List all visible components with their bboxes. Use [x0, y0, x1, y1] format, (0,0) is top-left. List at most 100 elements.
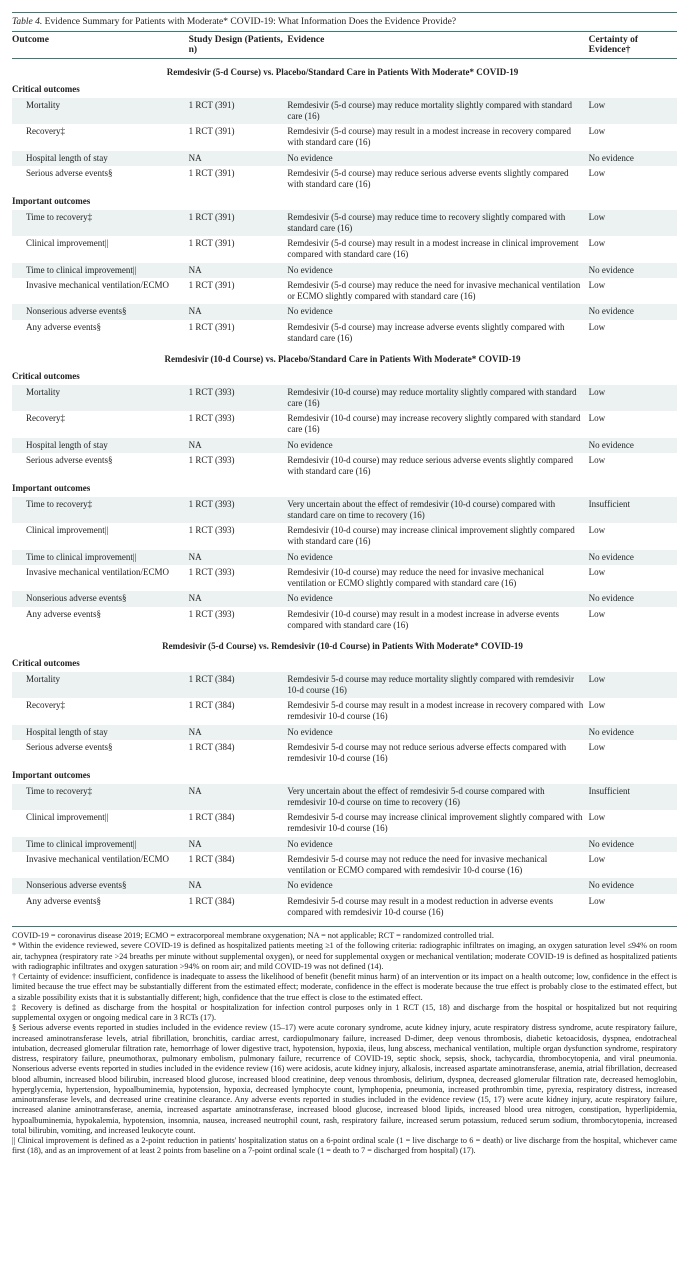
group-header: Critical outcomes: [12, 367, 677, 384]
table-row: Time to clinical improvement||NANo evide…: [12, 550, 677, 565]
cell-evidence: No evidence: [287, 263, 588, 278]
table-row: Hospital length of stayNANo evidenceNo e…: [12, 725, 677, 740]
table-row: Recovery‡1 RCT (391)Remdesivir (5-d cour…: [12, 124, 677, 151]
cell-study: 1 RCT (391): [189, 320, 288, 347]
cell-certainty: Low: [589, 810, 677, 837]
section-title: Remdesivir (10-d Course) vs. Placebo/Sta…: [12, 346, 677, 367]
table-title: Evidence Summary for Patients with Moder…: [45, 17, 456, 27]
cell-certainty: No evidence: [589, 304, 677, 319]
col-header-evidence: Evidence: [287, 32, 588, 59]
cell-outcome: Time to clinical improvement||: [12, 263, 189, 278]
cell-certainty: Insufficient: [589, 784, 677, 811]
table-row: Clinical improvement||1 RCT (393)Remdesi…: [12, 523, 677, 550]
cell-outcome: Time to clinical improvement||: [12, 837, 189, 852]
cell-study: 1 RCT (384): [189, 672, 288, 699]
table-row: Hospital length of stayNANo evidenceNo e…: [12, 438, 677, 453]
cell-outcome: Hospital length of stay: [12, 725, 189, 740]
cell-evidence: Remdesivir (10-d course) may reduce mort…: [287, 385, 588, 412]
table-row: Mortality1 RCT (384)Remdesivir 5-d cours…: [12, 672, 677, 699]
cell-certainty: No evidence: [589, 151, 677, 166]
cell-evidence: Remdesivir (10-d course) may reduce seri…: [287, 453, 588, 480]
cell-outcome: Hospital length of stay: [12, 438, 189, 453]
footnotes: COVID-19 = coronavirus disease 2019; ECM…: [12, 926, 677, 1157]
table-row: Nonserious adverse events§NANo evidenceN…: [12, 878, 677, 893]
table-row: Nonserious adverse events§NANo evidenceN…: [12, 304, 677, 319]
cell-evidence: Remdesivir (5-d course) may reduce time …: [287, 210, 588, 237]
cell-outcome: Nonserious adverse events§: [12, 878, 189, 893]
cell-outcome: Serious adverse events§: [12, 740, 189, 767]
cell-study: 1 RCT (391): [189, 236, 288, 263]
cell-study: 1 RCT (393): [189, 497, 288, 524]
cell-study: 1 RCT (391): [189, 124, 288, 151]
group-label: Important outcomes: [12, 766, 677, 783]
footnote-line: § Serious adverse events reported in stu…: [12, 1023, 677, 1136]
cell-evidence: Remdesivir 5-d course may not reduce the…: [287, 852, 588, 879]
cell-certainty: Low: [589, 278, 677, 305]
cell-evidence: Remdesivir (5-d course) may result in a …: [287, 124, 588, 151]
cell-evidence: No evidence: [287, 151, 588, 166]
footnote-line: COVID-19 = coronavirus disease 2019; ECM…: [12, 931, 677, 941]
table-row: Recovery‡1 RCT (384)Remdesivir 5-d cours…: [12, 698, 677, 725]
cell-study: 1 RCT (393): [189, 385, 288, 412]
cell-certainty: Low: [589, 565, 677, 592]
cell-study: 1 RCT (391): [189, 98, 288, 125]
cell-evidence: Remdesivir (10-d course) may increase cl…: [287, 523, 588, 550]
col-header-study: Study Design (Patients, n): [189, 32, 288, 59]
section-header: Remdesivir (10-d Course) vs. Placebo/Sta…: [12, 346, 677, 367]
cell-outcome: Time to recovery‡: [12, 210, 189, 237]
cell-outcome: Nonserious adverse events§: [12, 591, 189, 606]
cell-outcome: Nonserious adverse events§: [12, 304, 189, 319]
cell-certainty: No evidence: [589, 438, 677, 453]
cell-outcome: Clinical improvement||: [12, 810, 189, 837]
cell-evidence: Remdesivir (5-d course) may increase adv…: [287, 320, 588, 347]
table-row: Invasive mechanical ventilation/ECMO1 RC…: [12, 565, 677, 592]
section-header: Remdesivir (5-d Course) vs. Placebo/Stan…: [12, 59, 677, 81]
cell-study: 1 RCT (384): [189, 852, 288, 879]
cell-outcome: Time to clinical improvement||: [12, 550, 189, 565]
table-row: Any adverse events§1 RCT (393)Remdesivir…: [12, 607, 677, 634]
group-label: Critical outcomes: [12, 654, 677, 671]
table-row: Invasive mechanical ventilation/ECMO1 RC…: [12, 278, 677, 305]
col-header-outcome: Outcome: [12, 32, 189, 59]
group-header: Important outcomes: [12, 479, 677, 496]
cell-outcome: Any adverse events§: [12, 607, 189, 634]
cell-outcome: Invasive mechanical ventilation/ECMO: [12, 565, 189, 592]
cell-certainty: Low: [589, 523, 677, 550]
cell-certainty: Low: [589, 607, 677, 634]
cell-evidence: Remdesivir 5-d course may result in a mo…: [287, 698, 588, 725]
cell-certainty: No evidence: [589, 837, 677, 852]
cell-outcome: Time to recovery‡: [12, 784, 189, 811]
cell-certainty: Low: [589, 740, 677, 767]
cell-study: NA: [189, 837, 288, 852]
table-row: Serious adverse events§1 RCT (391)Remdes…: [12, 166, 677, 193]
cell-certainty: Low: [589, 385, 677, 412]
table-row: Serious adverse events§1 RCT (384)Remdes…: [12, 740, 677, 767]
cell-study: NA: [189, 151, 288, 166]
table-row: Clinical improvement||1 RCT (391)Remdesi…: [12, 236, 677, 263]
cell-outcome: Clinical improvement||: [12, 236, 189, 263]
cell-evidence: No evidence: [287, 837, 588, 852]
cell-outcome: Recovery‡: [12, 124, 189, 151]
cell-study: NA: [189, 878, 288, 893]
cell-certainty: Low: [589, 894, 677, 921]
cell-certainty: Low: [589, 320, 677, 347]
table-row: Recovery‡1 RCT (393)Remdesivir (10-d cou…: [12, 411, 677, 438]
cell-study: 1 RCT (384): [189, 740, 288, 767]
footnote-line: || Clinical improvement is defined as a …: [12, 1136, 677, 1157]
cell-evidence: Remdesivir (10-d course) may reduce the …: [287, 565, 588, 592]
cell-evidence: Remdesivir (10-d course) may result in a…: [287, 607, 588, 634]
cell-study: 1 RCT (393): [189, 565, 288, 592]
cell-outcome: Any adverse events§: [12, 320, 189, 347]
cell-evidence: No evidence: [287, 725, 588, 740]
cell-evidence: Very uncertain about the effect of remde…: [287, 497, 588, 524]
section-title: Remdesivir (5-d Course) vs. Placebo/Stan…: [12, 59, 677, 81]
cell-study: 1 RCT (384): [189, 698, 288, 725]
cell-outcome: Mortality: [12, 98, 189, 125]
footnote-line: † Certainty of evidence: insufficient, c…: [12, 972, 677, 1003]
cell-evidence: Remdesivir (5-d course) may reduce serio…: [287, 166, 588, 193]
cell-evidence: Remdesivir (5-d course) may reduce morta…: [287, 98, 588, 125]
cell-study: 1 RCT (393): [189, 607, 288, 634]
cell-outcome: Serious adverse events§: [12, 166, 189, 193]
table-row: Mortality1 RCT (391)Remdesivir (5-d cour…: [12, 98, 677, 125]
cell-study: NA: [189, 550, 288, 565]
